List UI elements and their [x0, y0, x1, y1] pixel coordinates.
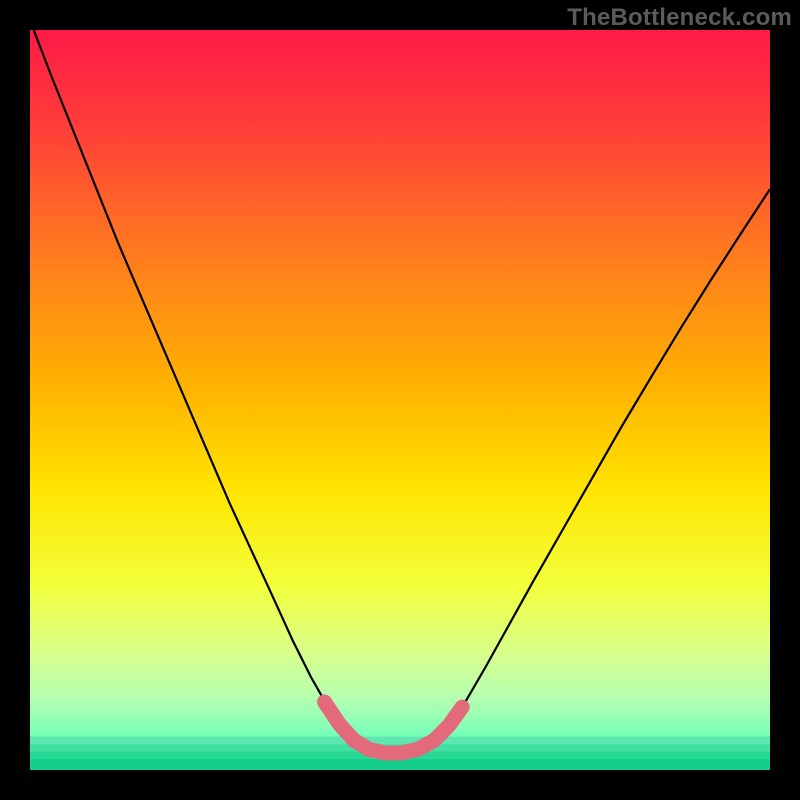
heatmap-background	[30, 30, 770, 770]
bottleneck-curve-plot	[30, 30, 770, 770]
chart-frame: TheBottleneck.com	[0, 0, 800, 800]
watermark-text: TheBottleneck.com	[567, 4, 792, 32]
